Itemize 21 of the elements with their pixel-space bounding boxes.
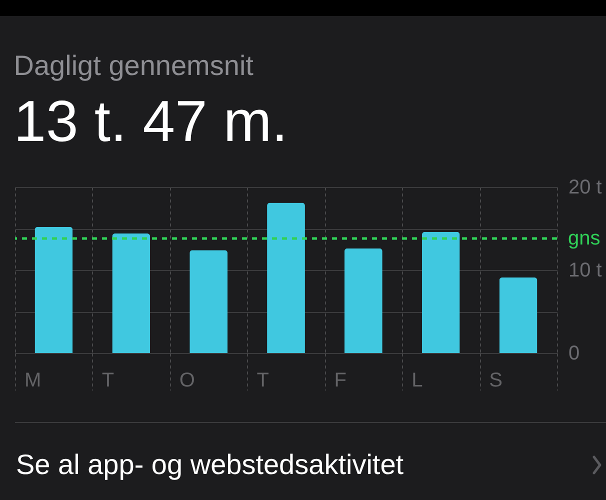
x-tick-label: T [256, 370, 270, 392]
chart-subtitle: 13 t. 47 m. [14, 89, 288, 154]
x-tick-label: T [102, 370, 114, 392]
bar [190, 250, 228, 353]
ref-line-label: gns [568, 227, 600, 250]
bar [499, 277, 538, 353]
text: Se al app- og webstedsaktivitet [16, 449, 404, 480]
x-tick-label: F [334, 370, 346, 392]
bar [344, 248, 382, 353]
x-tick-label: L [412, 370, 423, 392]
bar [267, 202, 305, 353]
bar [34, 226, 73, 353]
x-tick-label: M [24, 370, 42, 392]
bar [422, 232, 460, 353]
chart-title: Dagligt gennemsnit [14, 50, 254, 81]
y-tick-label: 10 t [568, 260, 602, 282]
bar [112, 233, 150, 353]
y-tick-label: 20 t [568, 176, 602, 198]
x-tick-label: S [489, 370, 502, 392]
x-tick-label: O [179, 370, 195, 392]
y-tick-label: 0 [568, 342, 580, 364]
